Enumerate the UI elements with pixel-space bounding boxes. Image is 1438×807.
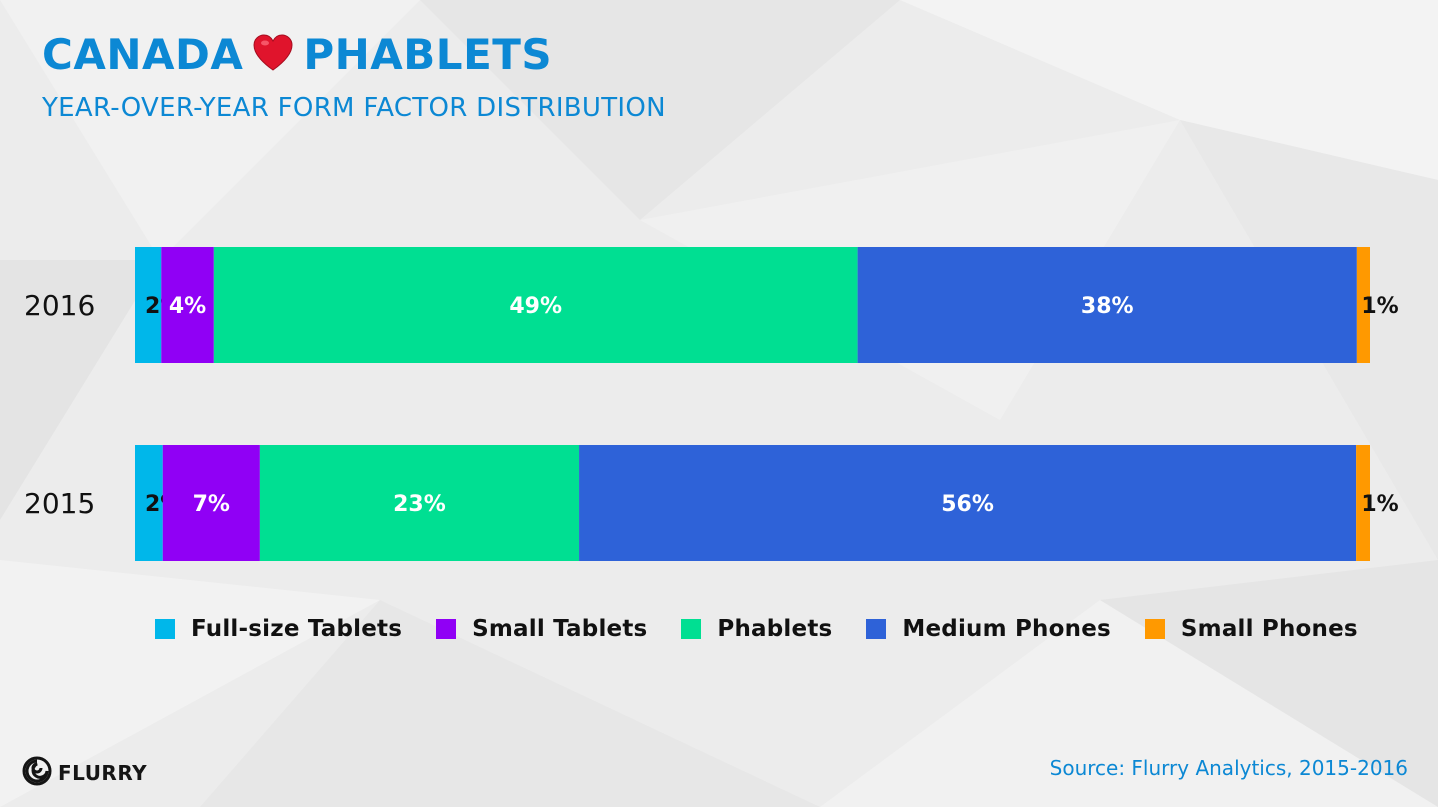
bar-segment-2016-4 <box>1356 247 1370 363</box>
bar-segment-2015-2 <box>259 445 580 561</box>
logo-text: FLURRY <box>58 761 148 785</box>
data-label-2016-4: 1% <box>1361 294 1398 319</box>
data-label-2016-3: 38% <box>1081 294 1134 319</box>
legend-swatch <box>436 619 457 639</box>
legend-label: Small Phones <box>1180 616 1358 642</box>
legend-item-3: Medium Phones <box>866 616 1111 642</box>
bar-segment-2016-3 <box>857 247 1357 363</box>
legend-swatch <box>155 619 175 639</box>
category-label-2016: 2016 <box>24 289 95 322</box>
legend-item-2: Phablets <box>681 616 832 642</box>
bar-segment-2015-4 <box>1356 445 1370 561</box>
flurry-logo: FLURRY <box>22 756 147 790</box>
legend-item-4: Small Phones <box>1144 616 1358 642</box>
bar-segment-2016-2 <box>213 247 858 363</box>
legend-label: Medium Phones <box>902 616 1111 642</box>
data-label-2016-1: 4% <box>169 294 206 319</box>
legend-swatch <box>681 619 702 639</box>
flurry-swirl-icon <box>22 756 52 790</box>
data-label-2016-2: 49% <box>509 294 562 319</box>
bar-segment-2015-3 <box>579 445 1357 561</box>
data-label-2015-2: 23% <box>393 492 446 517</box>
legend-item-0: Full-size Tablets <box>155 616 402 642</box>
title-right: PHABLETS <box>303 30 553 79</box>
source-credit: Source: Flurry Analytics, 2015-2016 <box>1049 756 1408 780</box>
heart-icon <box>253 31 293 85</box>
data-label-2015-1: 7% <box>193 492 230 517</box>
legend-label: Phablets <box>717 616 833 642</box>
title-left: CANADA <box>42 30 244 79</box>
data-label-2015-4: 1% <box>1361 492 1398 517</box>
page-subtitle: YEAR-OVER-YEAR FORM FACTOR DISTRIBUTION <box>42 93 666 123</box>
chart-legend: Full-size Tablets Small Tablets Phablets Me… <box>155 616 1392 642</box>
legend-swatch <box>1144 619 1165 639</box>
legend-item-1: Small Tablets <box>436 616 647 642</box>
data-label-2015-3: 56% <box>941 492 994 517</box>
category-label-2015: 2015 <box>24 487 95 520</box>
legend-label: Small Tablets <box>472 616 648 642</box>
bar-segment-2015-0 <box>135 445 163 561</box>
legend-label: Full-size Tablets <box>191 616 403 642</box>
bar-segment-2016-1 <box>161 247 214 363</box>
page-title: CANADA PHABLETS <box>42 28 552 85</box>
legend-swatch <box>866 619 887 639</box>
bar-segment-2015-1 <box>162 445 260 561</box>
bar-segment-2016-0 <box>135 247 162 363</box>
